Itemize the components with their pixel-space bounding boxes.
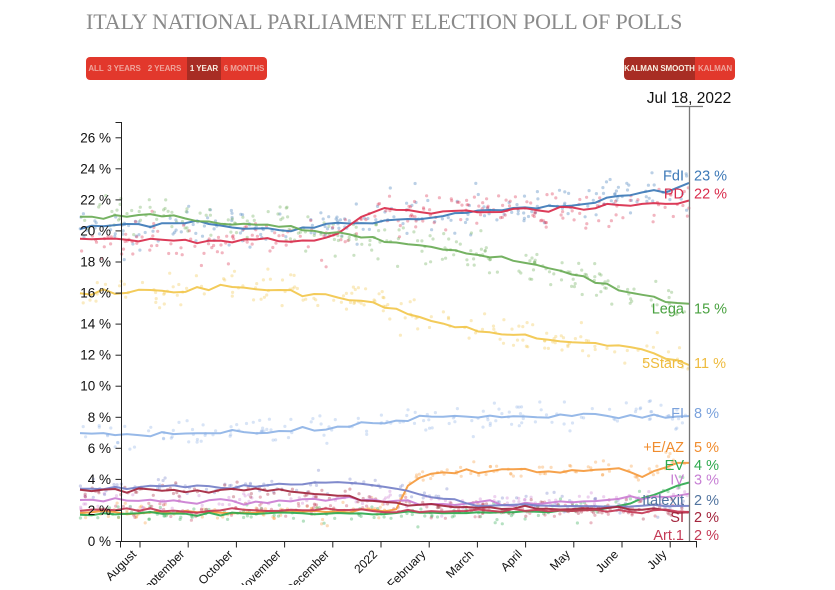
svg-text:4 %: 4 % [694,458,719,474]
svg-text:April: April [498,547,525,574]
svg-text:July: July [644,547,669,572]
svg-text:PD: PD [664,187,684,203]
svg-text:22 %: 22 % [80,192,111,207]
svg-text:Italexit: Italexit [642,493,684,509]
svg-text:SI: SI [670,510,684,526]
svg-text:24 %: 24 % [80,161,111,176]
svg-text:June: June [593,547,622,576]
svg-text:Jul 18, 2022: Jul 18, 2022 [647,90,731,107]
svg-text:Art.1: Art.1 [653,528,684,544]
svg-text:2022: 2022 [351,547,380,576]
svg-text:FI: FI [671,406,684,422]
svg-text:5Stars: 5Stars [642,356,684,372]
svg-text:November: November [235,547,284,585]
svg-text:February: February [384,547,428,585]
svg-text:December: December [283,547,332,585]
svg-text:8 %: 8 % [88,410,111,425]
svg-text:14 %: 14 % [80,317,111,332]
svg-text:22 %: 22 % [694,187,727,203]
svg-text:2 %: 2 % [88,503,111,518]
svg-text:October: October [195,547,235,585]
svg-text:6 %: 6 % [88,441,111,456]
svg-text:EV: EV [665,458,685,474]
svg-text:18 %: 18 % [80,255,111,270]
svg-text:11 %: 11 % [694,356,726,372]
svg-text:23 %: 23 % [694,169,727,185]
svg-text:12 %: 12 % [80,348,111,363]
svg-text:May: May [547,547,573,573]
svg-text:IV: IV [670,473,684,489]
svg-text:10 %: 10 % [80,379,111,394]
svg-text:+E/AZ: +E/AZ [643,440,684,456]
svg-text:5 %: 5 % [694,440,719,456]
svg-text:0 %: 0 % [88,534,111,549]
svg-text:2 %: 2 % [694,510,719,526]
svg-text:4 %: 4 % [88,472,111,487]
svg-text:20 %: 20 % [80,223,111,238]
svg-text:16 %: 16 % [80,286,111,301]
svg-text:2 %: 2 % [694,493,719,509]
svg-text:26 %: 26 % [80,130,111,145]
svg-text:8 %: 8 % [694,406,719,422]
svg-text:September: September [136,547,187,585]
svg-text:15 %: 15 % [694,302,727,318]
svg-text:August: August [103,547,140,584]
svg-text:March: March [443,547,476,580]
svg-text:FdI: FdI [663,169,684,185]
svg-text:Lega: Lega [652,302,685,318]
svg-text:3 %: 3 % [694,473,719,489]
svg-text:2 %: 2 % [694,528,719,544]
